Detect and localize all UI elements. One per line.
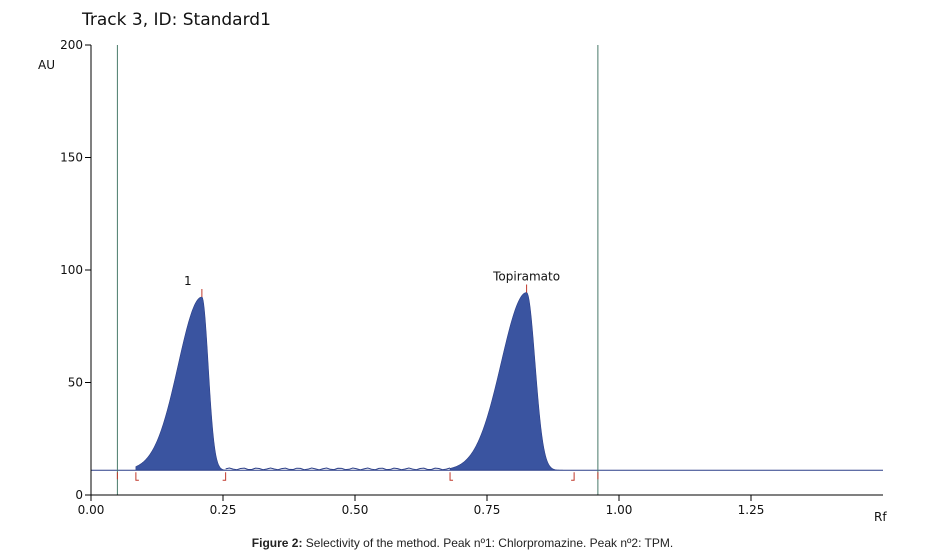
integration-bracket (135, 472, 139, 481)
chart-title: Track 3, ID: Standard1 (81, 10, 271, 30)
baseline-noise (225, 467, 451, 471)
x-tick-label: 1.00 (606, 503, 633, 517)
y-tick-label: 150 (60, 151, 83, 165)
x-tick-label: 0.00 (78, 503, 105, 517)
caption-bold: Figure 2: (251, 536, 303, 550)
peak-area-2 (449, 292, 575, 471)
chromatogram-chart: Track 3, ID: Standard1 AU Rf 0 50 100 150 20… (38, 10, 887, 524)
y-tick-label: 100 (60, 263, 83, 277)
plot-area: 0 50 100 150 200 0.00 0.25 0.50 0.75 1.00 1.25 1 Top… (60, 38, 883, 517)
y-tick-label: 50 (68, 376, 83, 390)
peak-label: Topiramato (492, 270, 560, 284)
peak-area-1 (135, 296, 226, 471)
integration-bracket (222, 472, 227, 481)
x-tick-label: 0.50 (342, 503, 369, 517)
caption-text: Selectivity of the method. Peak nº1: Chl… (302, 536, 674, 550)
integration-bracket (571, 472, 575, 481)
y-tick-label: 0 (75, 488, 83, 502)
x-axis-label: Rf (874, 510, 887, 524)
x-tick-label: 0.25 (210, 503, 237, 517)
x-tick-label: 0.75 (474, 503, 501, 517)
y-axis-label: AU (38, 58, 55, 72)
integration-bracket (449, 472, 454, 481)
y-tick-label: 200 (60, 38, 83, 52)
figure-caption: Figure 2: Selectivity of the method. Pea… (0, 536, 925, 550)
x-tick-label: 1.25 (738, 503, 765, 517)
peak-label: 1 (184, 274, 192, 288)
